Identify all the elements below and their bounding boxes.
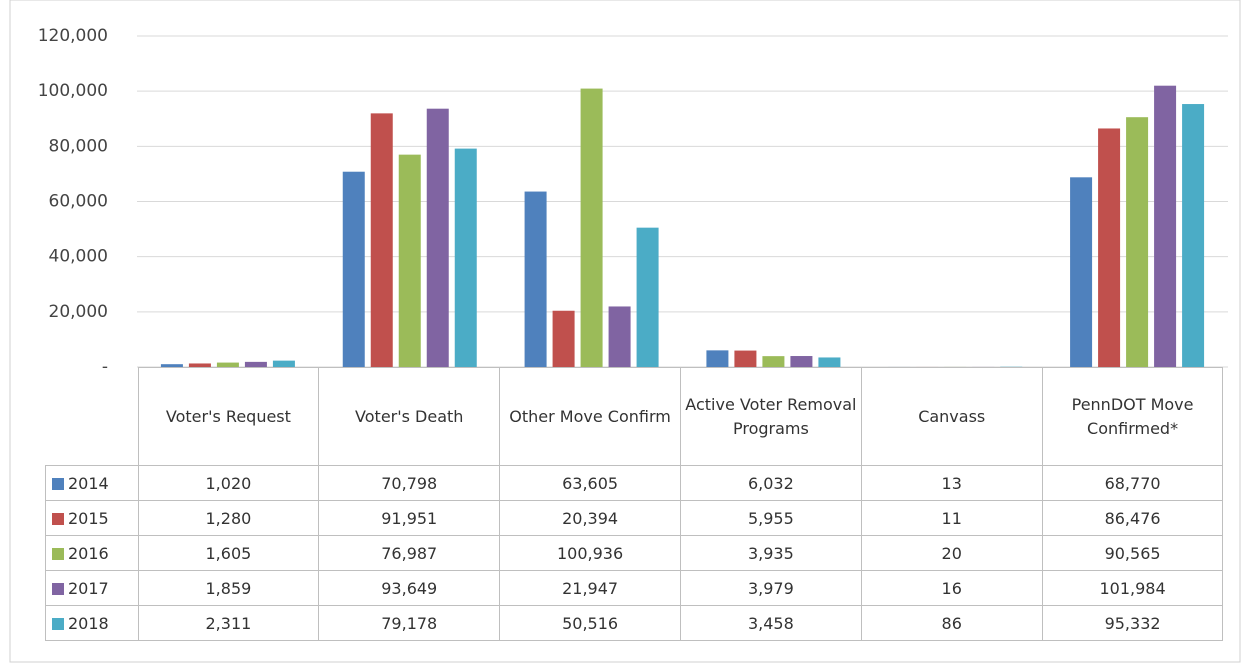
table-cell: 100,936 — [499, 535, 681, 571]
table-cell: 95,332 — [1041, 605, 1224, 641]
y-tick-label: 60,000 — [49, 192, 108, 212]
bar — [580, 88, 603, 367]
table-cell: 1,020 — [137, 465, 320, 501]
bar — [1098, 128, 1121, 367]
table-cell: 70,798 — [318, 465, 501, 501]
category-label: Voter's Request — [137, 367, 320, 466]
table-cell: 86 — [860, 605, 1043, 641]
legend-label: 2016 — [68, 543, 109, 563]
bar — [636, 227, 659, 367]
legend-entry: 2014 — [45, 465, 139, 501]
legend-label: 2015 — [68, 508, 109, 528]
legend-entry: 2017 — [45, 570, 139, 606]
y-tick-label: 20,000 — [49, 302, 108, 322]
table-cell: 68,770 — [1041, 465, 1224, 501]
legend-entry: 2016 — [45, 535, 139, 571]
table-cell: 3,458 — [679, 605, 862, 641]
data-row: 2015 1,280 91,951 20,394 5,955 11 86,476 — [45, 500, 1224, 536]
bar — [1070, 177, 1093, 367]
table-cell: 79,178 — [318, 605, 501, 641]
bar — [398, 154, 421, 367]
category-label: Active Voter Removal Programs — [679, 367, 862, 466]
frame — [9, 0, 1241, 663]
data-row: 2016 1,605 76,987 100,936 3,935 20 90,565 — [45, 535, 1224, 571]
table-cell: 86,476 — [1041, 500, 1224, 536]
bar — [370, 113, 393, 367]
table-cell: 1,605 — [137, 535, 320, 571]
category-label: Other Move Confirm — [499, 367, 681, 466]
table-cell: 1,859 — [137, 570, 320, 606]
table-cell: 13 — [860, 465, 1043, 501]
bar — [790, 356, 813, 367]
y-tick-label: 40,000 — [49, 247, 108, 267]
bar — [1126, 117, 1149, 367]
bar — [272, 360, 295, 367]
legend-swatch — [52, 512, 64, 525]
y-tick-label: - — [102, 357, 108, 377]
bar — [1182, 104, 1205, 367]
data-table: Voter's Request Voter's Death Other Move C… — [45, 367, 1224, 641]
y-tick-label: 80,000 — [49, 136, 108, 156]
legend-swatch — [52, 547, 64, 560]
legend-swatch — [52, 477, 64, 490]
table-cell: 3,935 — [679, 535, 862, 571]
bar — [524, 191, 547, 367]
bar — [160, 364, 183, 367]
category-label: PennDOT Move Confirmed* — [1041, 367, 1224, 466]
table-cell: 21,947 — [499, 570, 681, 606]
data-row: 2018 2,311 79,178 50,516 3,458 86 95,332 — [45, 605, 1224, 641]
table-cell: 63,605 — [499, 465, 681, 501]
legend-entry: 2018 — [45, 605, 139, 641]
table-cell: 101,984 — [1041, 570, 1224, 606]
y-tick-label: 120,000 — [38, 26, 108, 46]
legend-swatch — [52, 617, 64, 630]
legend-entry: 2015 — [45, 500, 139, 536]
table-cell: 91,951 — [318, 500, 501, 536]
table-cell: 93,649 — [318, 570, 501, 606]
category-label: Canvass — [860, 367, 1043, 466]
bar — [818, 357, 841, 367]
bar — [762, 356, 785, 367]
data-row: 2017 1,859 93,649 21,947 3,979 16 101,984 — [45, 570, 1224, 606]
bar — [608, 306, 631, 367]
legend-label: 2014 — [68, 473, 109, 493]
bar — [706, 350, 729, 367]
corner — [45, 367, 139, 466]
table-cell: 90,565 — [1041, 535, 1224, 571]
table-cell: 20 — [860, 535, 1043, 571]
table-cell: 76,987 — [318, 535, 501, 571]
bar — [342, 171, 365, 367]
bar — [244, 361, 267, 367]
data-row: 2014 1,020 70,798 63,605 6,032 13 68,770 — [45, 465, 1224, 501]
table-cell: 6,032 — [679, 465, 862, 501]
legend-swatch — [52, 582, 64, 595]
category-label: Voter's Death — [318, 367, 501, 466]
bar — [216, 362, 239, 367]
table-cell: 3,979 — [679, 570, 862, 606]
y-tick-label: 100,000 — [38, 81, 108, 101]
table-cell: 11 — [860, 500, 1043, 536]
table-cell: 20,394 — [499, 500, 681, 536]
bar — [426, 108, 449, 367]
table-cell: 16 — [860, 570, 1043, 606]
bar — [734, 350, 757, 367]
table-cell: 2,311 — [137, 605, 320, 641]
bar — [1154, 85, 1177, 368]
legend-label: 2018 — [68, 613, 109, 633]
table-cell: 1,280 — [137, 500, 320, 536]
header-row: Voter's Request Voter's Death Other Move C… — [45, 367, 1224, 466]
bar — [188, 363, 211, 367]
table-cell: 5,955 — [679, 500, 862, 536]
legend-label: 2017 — [68, 578, 109, 598]
table-cell: 50,516 — [499, 605, 681, 641]
bar — [454, 148, 477, 367]
bar — [552, 310, 575, 367]
